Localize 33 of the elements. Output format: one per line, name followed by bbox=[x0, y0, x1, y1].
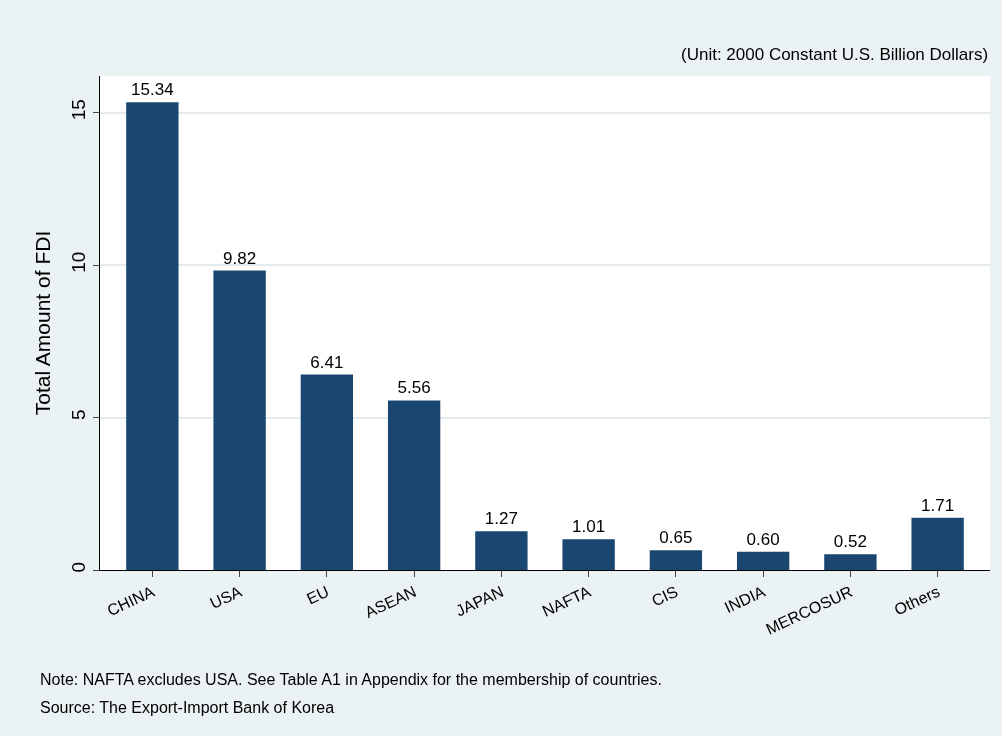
x-tick-label: USA bbox=[207, 582, 245, 613]
data-label: 5.56 bbox=[397, 378, 431, 398]
data-label: 0.52 bbox=[833, 532, 867, 552]
x-tick-label: Others bbox=[891, 582, 943, 619]
bar bbox=[387, 400, 441, 570]
y-tick-label: 0 bbox=[68, 561, 90, 573]
bar bbox=[562, 539, 615, 570]
text: Note: NAFTA excludes USA. See Table A1 in Appendix for the membership of countries. bbox=[40, 671, 662, 688]
bar bbox=[300, 374, 354, 570]
data-label: 0.65 bbox=[659, 528, 693, 548]
x-tick-label: INDIA bbox=[721, 582, 769, 617]
y-tick-label: 15 bbox=[68, 99, 90, 121]
bar bbox=[736, 551, 790, 570]
data-label: 9.82 bbox=[223, 248, 257, 268]
x-tick-label: CIS bbox=[649, 582, 681, 610]
y-tick-label: 5 bbox=[68, 409, 90, 420]
x-tick-label: EU bbox=[304, 582, 332, 608]
data-label: 6.41 bbox=[310, 352, 344, 372]
y-tick-label: 10 bbox=[68, 251, 90, 273]
y-axis-title: Total Amount of FDI bbox=[30, 230, 54, 416]
bar bbox=[126, 102, 179, 570]
data-label: 0.60 bbox=[746, 529, 780, 549]
bar bbox=[475, 531, 528, 570]
text: (Unit: 2000 Constant U.S. Billion Dollars) bbox=[681, 45, 989, 64]
bar bbox=[213, 270, 266, 570]
bar bbox=[911, 517, 964, 570]
bar bbox=[824, 554, 877, 570]
data-label: 1.01 bbox=[572, 517, 606, 537]
source-note: Source: The Export-Import Bank of Korea bbox=[40, 699, 335, 716]
data-label: 1.71 bbox=[921, 495, 955, 515]
bar bbox=[649, 550, 703, 570]
data-label: 1.27 bbox=[484, 509, 518, 529]
data-label: 15.34 bbox=[131, 80, 174, 100]
